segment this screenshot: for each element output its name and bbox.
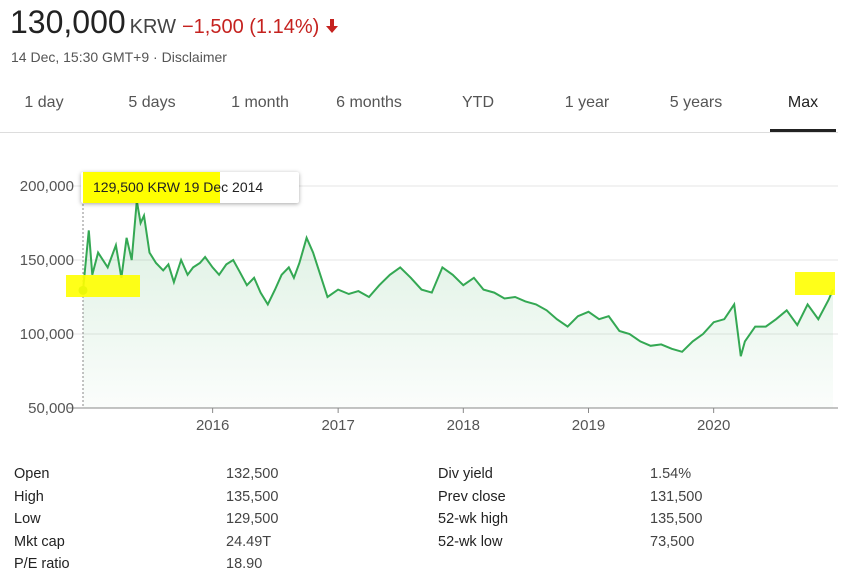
y-tick-label: 150,000 [20,252,74,269]
stat-label-52wk-high: 52-wk high [438,511,509,527]
y-tick-label: 50,000 [28,400,74,417]
price-chart[interactable]: 200,000 150,000 100,000 50,000 2016 2017 2018… [0,140,867,450]
stat-label-open: Open [14,466,50,482]
y-tick-label: 200,000 [20,178,74,195]
tab-1-month[interactable]: 1 month [231,94,289,111]
stat-label-pe-ratio: P/E ratio [14,556,70,572]
tab-1-year[interactable]: 1 year [564,94,610,111]
tab-1-day[interactable]: 1 day [24,94,64,111]
arrow-down-icon [325,18,339,39]
stat-value-52wk-high: 135,500 [650,511,703,527]
stat-label-52wk-low: 52-wk low [438,533,503,550]
stat-value-prev-close: 131,500 [650,488,703,505]
stat-value-low: 129,500 [226,511,279,527]
price-area [83,200,833,408]
end-highlight [795,272,835,295]
stat-label-mkt-cap: Mkt cap [14,533,65,550]
price-line [82,200,834,357]
stats-values-right: 1.54% 131,500 135,500 73,500 [650,463,702,553]
x-tick-label: 2018 [447,417,480,434]
stat-value-open: 132,500 [226,466,279,482]
current-price: 130,000 [10,4,126,40]
stat-value-pe-ratio: 18.90 [226,556,263,572]
range-tabs: 1 day 5 days 1 month 6 months YTD 1 year… [0,88,838,133]
stats-labels-right: Div yield Prev close 52-wk high 52-wk lo… [438,463,508,553]
stats-values-left: 132,500 135,500 129,500 24.49T 18.90 [226,463,278,576]
y-tick-label: 100,000 [20,326,74,343]
separator-dot: · [153,49,158,65]
timestamp: 14 Dec, 15:30 GMT+9 [11,49,150,65]
disclaimer-link[interactable]: Disclaimer [161,49,227,65]
stat-label-div-yield: Div yield [438,466,493,482]
stat-value-div-yield: 1.54% [650,466,692,482]
stat-label-high: High [14,488,44,505]
tooltip-text: 129,500 KRW 19 Dec 2014 [93,179,264,195]
x-tick-label: 2017 [321,417,354,434]
chart-tooltip: 129,500 KRW 19 Dec 2014 [81,172,299,203]
stat-value-mkt-cap: 24.49T [226,533,272,550]
tooltip-highlight [83,172,220,203]
stat-value-high: 135,500 [226,488,279,505]
x-tick-label: 2020 [697,417,730,434]
price-change: −1,500 (1.14%) [181,16,320,38]
x-tick-label: 2019 [572,417,605,434]
stat-value-52wk-low: 73,500 [650,533,695,550]
tab-5-years[interactable]: 5 years [669,94,723,111]
currency-label: KRW [129,16,176,38]
tab-max[interactable]: Max [770,94,836,132]
tab-6-months[interactable]: 6 months [336,94,402,111]
stat-label-low: Low [14,511,41,527]
price-header: 130,000 KRW −1,500 (1.14%) [10,4,339,41]
stats-labels-left: Open High Low Mkt cap P/E ratio [14,463,70,576]
tab-ytd[interactable]: YTD [462,94,494,111]
timestamp-line: 14 Dec, 15:30 GMT+9 · Disclaimer [11,49,227,65]
x-tick-label: 2016 [196,417,229,434]
tab-5-days[interactable]: 5 days [128,94,176,111]
stat-label-prev-close: Prev close [438,488,506,505]
start-highlight [66,275,140,297]
